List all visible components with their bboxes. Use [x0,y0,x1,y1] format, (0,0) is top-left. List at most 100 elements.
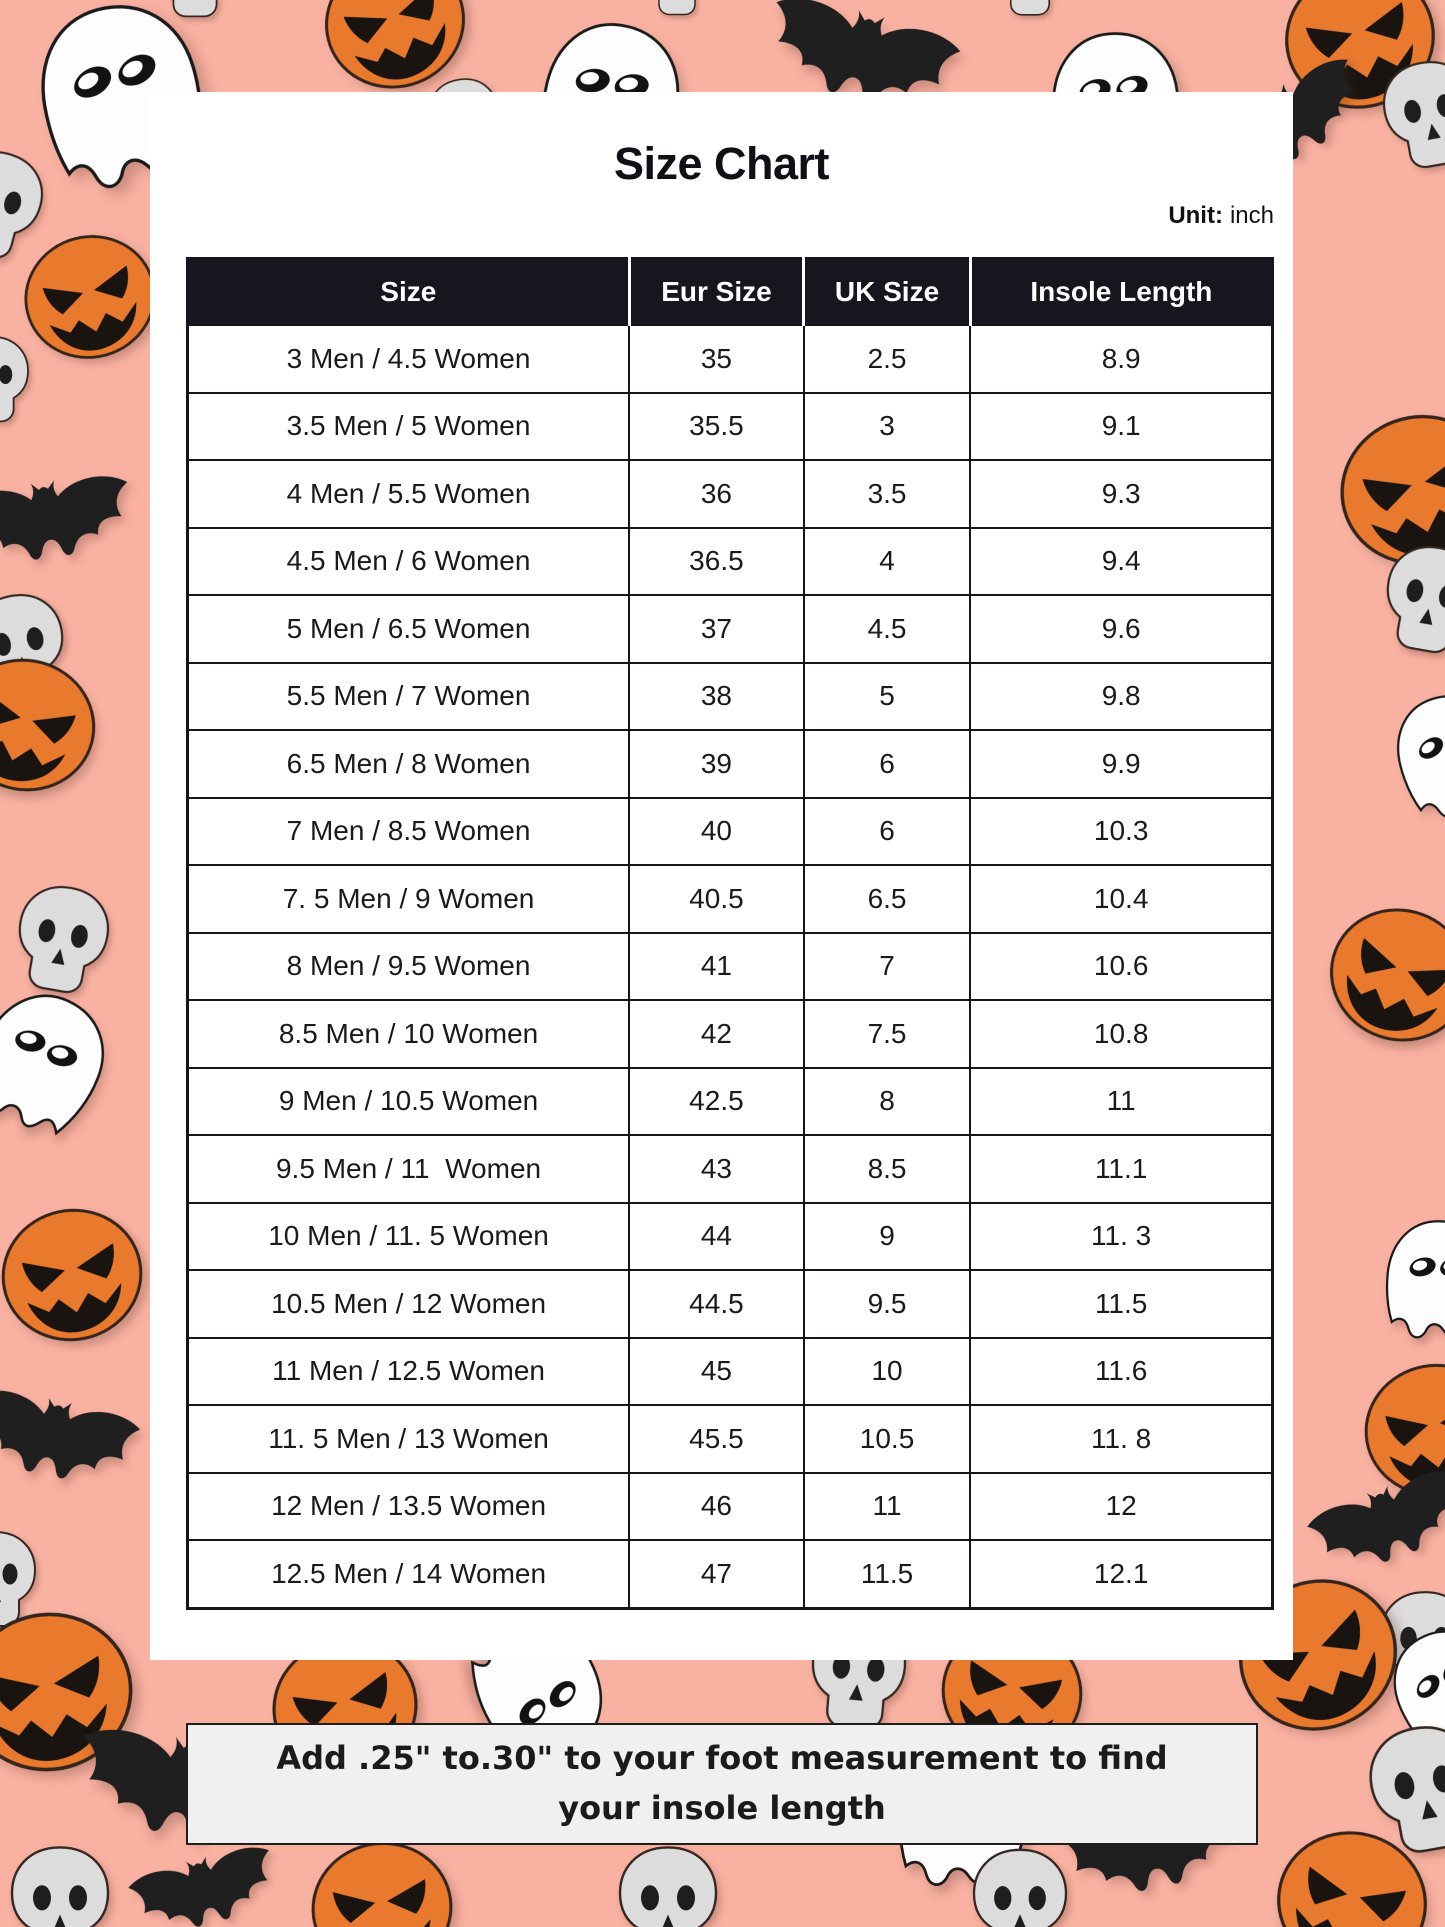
table-cell: 4.5 Men / 6 Women [186,526,631,596]
skull-icon [997,0,1063,16]
table-cell: 7.5 [802,999,972,1069]
ghost-icon [1380,680,1445,828]
table-cell: 11.5 [969,1269,1274,1339]
table-cell: 2.5 [802,324,972,394]
table-cell: 9.5 Men / 11 Women [186,1134,631,1204]
column-header: UK Size [802,258,971,326]
table-cell: 12.1 [969,1539,1274,1609]
table-cell: 5.5 Men / 7 Women [186,661,631,731]
pumpkin-icon [1311,889,1445,1061]
skull-icon [158,0,232,18]
size-table: Size Eur Size UK Size Insole Length 3 Men /… [186,257,1274,1610]
table-cell: 11 [802,1471,972,1541]
table-cell: 12 Men / 13.5 Women [186,1471,631,1541]
table-cell: 8 Men / 9.5 Women [186,931,631,1001]
table-row: 5.5 Men / 7 Women 38 5 9.8 [186,661,1274,731]
table-cell: 10.6 [969,931,1274,1001]
table-cell: 9.8 [969,661,1274,731]
table-cell: 11 Men / 12.5 Women [186,1336,631,1406]
table-row: 6.5 Men / 8 Women 39 6 9.9 [186,729,1274,799]
bat-icon [0,470,137,569]
skull-icon [0,1531,36,1627]
table-cell: 4.5 [802,594,972,664]
table-row: 11 Men / 12.5 Women 45 10 11.6 [186,1336,1274,1406]
table-cell: 3 [802,391,972,461]
table-cell: 5 [802,661,972,731]
table-cell: 40 [628,796,805,866]
table-cell: 11.5 [802,1539,972,1609]
table-cell: 9.5 [802,1269,972,1339]
table-row: 8 Men / 9.5 Women 41 7 10.6 [186,931,1274,1001]
table-cell: 6.5 [802,864,972,934]
table-cell: 9.6 [969,594,1274,664]
table-cell: 44 [628,1201,805,1271]
skull-icon [646,0,708,16]
table-cell: 10.3 [969,796,1274,866]
table-cell: 36.5 [628,526,805,596]
unit-value: inch [1229,202,1274,229]
column-header: Eur Size [627,258,804,326]
table-cell: 5 Men / 6.5 Women [186,594,631,664]
pumpkin-icon [0,643,110,807]
table-cell: 37 [628,594,805,664]
table-row: 7 Men / 8.5 Women 40 6 10.3 [186,796,1274,866]
table-cell: 9 [802,1201,972,1271]
table-cell: 9.3 [969,459,1274,529]
table-cell: 7 [802,931,972,1001]
table-cell: 11. 5 Men / 13 Women [186,1404,631,1474]
table-cell: 9.9 [969,729,1274,799]
table-cell: 6 [802,796,972,866]
size-table-head-row: Size Eur Size UK Size Insole Length [187,258,1273,326]
table-cell: 10 Men / 11. 5 Women [186,1201,631,1271]
table-cell: 11. 3 [969,1201,1274,1271]
column-header: Size [187,258,630,326]
table-row: 12.5 Men / 14 Women 47 11.5 12.1 [186,1539,1274,1609]
table-cell: 35 [628,324,805,394]
table-cell: 8.9 [969,324,1274,394]
table-cell: 8.5 [802,1134,972,1204]
table-cell: 7. 5 Men / 9 Women [186,864,631,934]
table-row: 3 Men / 4.5 Women 35 2.5 8.9 [186,324,1274,394]
table-row: 9.5 Men / 11 Women 43 8.5 11.1 [186,1134,1274,1204]
table-row: 5 Men / 6.5 Women 37 4.5 9.6 [186,594,1274,664]
table-cell: 4 [802,526,972,596]
table-cell: 3 Men / 4.5 Women [186,324,631,394]
measurement-footnote: Add .25" to.30" to your foot measurement… [186,1723,1258,1845]
table-cell: 11 [969,1066,1274,1136]
table-row: 7. 5 Men / 9 Women 40.5 6.5 10.4 [186,864,1274,934]
table-cell: 10.5 [802,1404,972,1474]
table-cell: 9.1 [969,391,1274,461]
column-header: Insole Length [968,258,1273,326]
table-row: 10.5 Men / 12 Women 44.5 9.5 11.5 [186,1269,1274,1339]
table-cell: 10.5 Men / 12 Women [186,1269,631,1339]
table-cell: 45 [628,1336,805,1406]
skull-icon [0,335,29,423]
table-cell: 38 [628,661,805,731]
table-cell: 4 Men / 5.5 Women [186,459,631,529]
skull-icon [618,1846,718,1927]
table-cell: 8.5 Men / 10 Women [186,999,631,1069]
table-row: 9 Men / 10.5 Women 42.5 8 11 [186,1066,1274,1136]
table-cell: 45.5 [628,1404,805,1474]
table-cell: 8 [802,1066,972,1136]
table-cell: 6.5 Men / 8 Women [186,729,631,799]
table-row: 11. 5 Men / 13 Women 45.5 10.5 11. 8 [186,1404,1274,1474]
table-row: 4.5 Men / 6 Women 36.5 4 9.4 [186,526,1274,596]
table-cell: 7 Men / 8.5 Women [186,796,631,866]
table-cell: 44.5 [628,1269,805,1339]
table-row: 12 Men / 13.5 Women 46 11 12 [186,1471,1274,1541]
table-cell: 9 Men / 10.5 Women [186,1066,631,1136]
table-cell: 36 [628,459,805,529]
table-cell: 11.6 [969,1336,1274,1406]
table-row: 3.5 Men / 5 Women 35.5 3 9.1 [186,391,1274,461]
page-title: Size Chart [613,138,830,189]
skull-icon [8,879,116,999]
ghost-icon [0,975,124,1148]
bat-icon [0,1382,143,1493]
table-cell: 10.4 [969,864,1274,934]
table-cell: 11. 8 [969,1404,1274,1474]
size-chart-card: Size Chart Unit: inch Size Eur Size UK Size… [150,92,1293,1660]
table-row: 10 Men / 11. 5 Women 44 9 11. 3 [186,1201,1274,1271]
table-cell: 42.5 [628,1066,805,1136]
